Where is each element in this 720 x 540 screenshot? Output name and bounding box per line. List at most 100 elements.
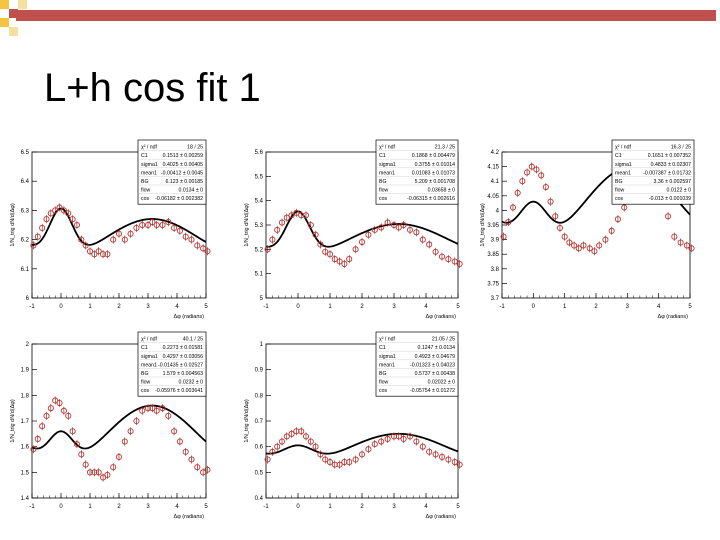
data-point: [336, 258, 343, 265]
stats-name: BG: [141, 371, 149, 377]
data-point: [566, 239, 573, 246]
x-tick-label: 2: [117, 504, 121, 510]
stats-value: 21.3 / 25: [435, 145, 455, 151]
data-point: [384, 435, 391, 443]
data-point: [575, 245, 582, 252]
data-point: [182, 448, 189, 455]
y-tick-label: 5: [260, 296, 264, 302]
stats-value: 0.4833 ± 0.02307: [651, 162, 691, 168]
data-point: [552, 213, 559, 220]
stats-value: -0.06182 ± 0.002382: [155, 196, 203, 202]
data-point: [73, 221, 80, 229]
data-point: [30, 446, 37, 453]
x-tick-label: 3: [146, 504, 150, 510]
stats-name: mean1: [379, 170, 395, 176]
data-point: [671, 233, 678, 240]
stats-name: flow: [379, 188, 388, 194]
stats-name: χ² / ndf: [615, 145, 632, 151]
data-point: [378, 224, 385, 231]
y-tick-label: 1.7: [21, 419, 30, 425]
slide-title: L+h cos fit 1: [44, 66, 261, 110]
data-point: [400, 221, 407, 229]
x-tick-label: 5: [456, 304, 460, 310]
stats-value: -0.007387 ± 0.01732: [643, 170, 691, 176]
y-axis-label: 1/N_trig dN/d(Δφ): [480, 203, 486, 246]
data-point: [602, 236, 609, 243]
data-point: [110, 236, 117, 243]
x-axis-label: Δφ (radians): [426, 314, 457, 320]
x-axis-label: Δφ (radians): [658, 314, 689, 320]
stats-value: 6.123 ± 0.00185: [166, 179, 204, 185]
stats-name: χ² / ndf: [379, 337, 396, 343]
stats-name: C1: [141, 345, 148, 351]
data-point: [121, 236, 128, 243]
data-point: [677, 239, 684, 246]
x-tick-label: 2: [360, 304, 364, 310]
x-tick-label: 2: [360, 504, 364, 510]
stats-value: 0.2273 ± 0.01581: [163, 345, 203, 351]
stats-name: sigma1: [379, 354, 396, 360]
stats-name: mean1: [615, 170, 631, 176]
data-point: [194, 242, 201, 249]
y-tick-label: 4.1: [491, 179, 500, 185]
x-tick-label: 4: [175, 504, 179, 510]
data-point: [73, 441, 80, 448]
data-point: [69, 216, 76, 223]
data-point: [115, 453, 123, 460]
stats-name: C1: [141, 153, 148, 159]
data-point: [274, 443, 281, 450]
x-tick-label: -1: [263, 504, 269, 510]
data-point: [104, 471, 111, 478]
data-point: [524, 169, 531, 176]
x-tick-label: 2: [117, 304, 121, 310]
data-point: [621, 204, 628, 211]
x-axis-label: Δφ (radians): [174, 314, 205, 320]
data-point: [352, 246, 359, 253]
data-point: [451, 459, 458, 466]
x-axis-label: Δφ (radians): [426, 514, 457, 520]
stats-value: 18 / 25: [187, 145, 203, 151]
stats-value: 0.0232 ± 0: [179, 380, 204, 386]
x-tick-label: 0: [532, 304, 536, 310]
data-point: [533, 166, 540, 173]
data-point: [283, 214, 290, 221]
data-point: [426, 241, 433, 248]
stats-name: mean1: [141, 170, 157, 176]
data-point: [346, 459, 353, 466]
data-point: [665, 213, 672, 220]
data-point: [591, 248, 598, 255]
data-point: [269, 236, 276, 243]
stats-value: -0.013 ± 0.001039: [649, 196, 691, 202]
data-point: [509, 204, 517, 211]
data-point: [149, 219, 156, 226]
data-point: [133, 224, 140, 231]
data-point: [127, 428, 134, 435]
data-point: [288, 430, 295, 437]
y-tick-label: 0.4: [255, 496, 264, 502]
data-point: [395, 433, 402, 440]
data-point: [153, 221, 160, 229]
data-point: [451, 258, 458, 265]
data-point: [307, 438, 314, 445]
fit-panel-3: -1 0 1 2 3 4 5 3.7 3.75 3.8 3.85 3.9 3.95 4 4.05 4.1 4.1…: [480, 139, 695, 320]
data-point: [56, 204, 63, 211]
data-point: [204, 248, 211, 255]
stats-value: 0.0134 ± 0: [179, 188, 204, 194]
y-tick-label: 6.4: [21, 179, 30, 185]
y-tick-label: 4: [496, 208, 500, 214]
stats-name: flow: [141, 188, 150, 194]
data-point: [426, 448, 433, 455]
stats-value: -0.06315 ± 0.002616: [407, 196, 455, 202]
stats-name: χ² / ndf: [141, 145, 158, 151]
data-point: [95, 248, 102, 255]
x-tick-label: 4: [175, 304, 179, 310]
data-point: [413, 229, 420, 236]
deco-square: [9, 27, 18, 36]
data-point: [100, 474, 107, 481]
stats-name: cos: [615, 196, 623, 202]
stats-name: sigma1: [379, 162, 396, 168]
data-point: [438, 453, 446, 460]
stats-value: 0.02022 ± 0: [428, 380, 455, 386]
data-point: [274, 226, 281, 233]
x-axis-label: Δφ (radians): [174, 514, 205, 520]
